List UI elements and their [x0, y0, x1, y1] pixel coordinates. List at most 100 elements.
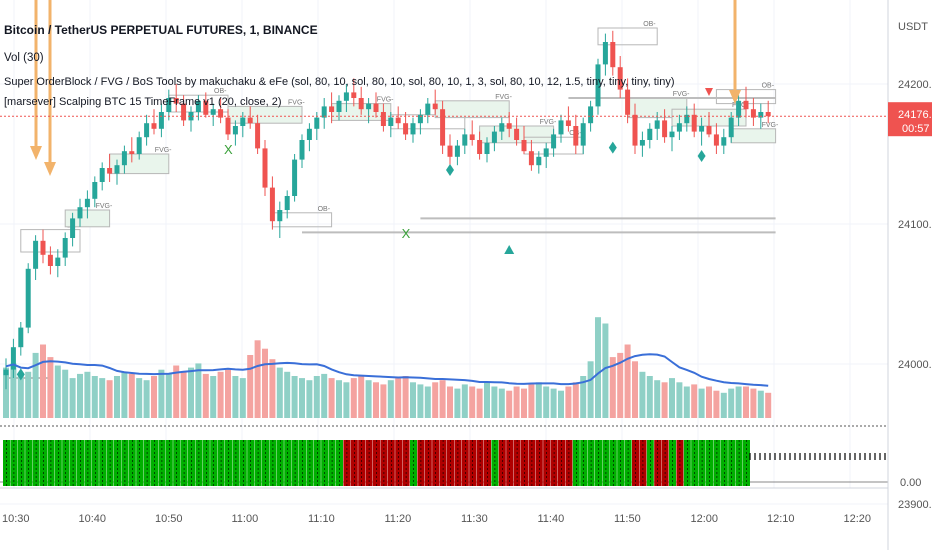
volume-bar — [498, 388, 505, 418]
time-axis[interactable]: 10:30 10:40 10:50 11:00 11:10 11:20 11:30 11:40… — [2, 513, 871, 525]
candle-body — [240, 117, 246, 126]
candle-body — [491, 131, 497, 143]
candle-body — [558, 120, 564, 135]
candle-body — [440, 109, 446, 146]
signal-bar — [173, 440, 181, 486]
signal-bar — [32, 440, 40, 486]
signal-bar — [121, 440, 129, 486]
volume-bar — [513, 386, 520, 418]
candle-body — [380, 112, 386, 126]
symbol-title[interactable]: Bitcoin / TetherUS PERPETUAL FUTURES, 1,… — [4, 23, 318, 37]
candle-body — [129, 151, 135, 154]
signal-bar — [580, 440, 588, 486]
signal-bar — [535, 440, 543, 486]
candle-body — [462, 134, 468, 146]
candle-body — [447, 145, 453, 157]
fvg-label: FVG- — [673, 91, 690, 98]
candle-body — [269, 187, 275, 222]
volume-bar — [402, 376, 409, 418]
signal-bar — [639, 440, 647, 486]
candle-body — [188, 112, 194, 121]
signal-bar — [402, 440, 410, 486]
candle-body — [721, 137, 727, 146]
volume-bar — [165, 373, 172, 418]
candle-body — [33, 240, 39, 269]
price-tick-label: 24000.0 — [898, 359, 932, 371]
candle-body — [358, 98, 364, 110]
signal-bar — [646, 440, 654, 486]
signal-bar — [476, 440, 484, 486]
candle-body — [684, 114, 690, 124]
signal-bar — [447, 440, 454, 486]
candle-body — [706, 126, 712, 135]
signal-bar — [498, 440, 506, 486]
candle-body — [99, 168, 105, 182]
volume-bar — [602, 323, 609, 418]
volume-bar — [484, 382, 490, 418]
fvg-label: FVG- — [377, 97, 394, 104]
volume-bar — [69, 378, 76, 418]
candle-body — [565, 120, 571, 126]
volume-bar — [432, 382, 439, 418]
signal-bar — [728, 440, 736, 486]
candle-body — [662, 120, 668, 138]
candle-body — [551, 134, 557, 149]
volume-bar — [676, 382, 683, 418]
signal-bar — [336, 440, 343, 486]
volume-bar — [654, 380, 661, 418]
volume-bar — [254, 340, 261, 418]
legend-indicator-orderblock[interactable]: Super OrderBlock / FVG / BoS Tools by ma… — [4, 76, 675, 88]
signal-bar — [299, 440, 306, 486]
signal-bar — [595, 440, 602, 486]
volume-bar — [447, 386, 453, 418]
signal-bar — [195, 440, 203, 486]
volume-bar — [728, 388, 735, 418]
candle-body — [255, 123, 261, 149]
signal-bar — [225, 440, 232, 486]
volume-bar — [151, 376, 157, 418]
candle-body — [314, 117, 320, 129]
signal-bar — [706, 440, 713, 486]
candle-body — [676, 123, 682, 132]
candle-body — [417, 114, 423, 124]
volume-bar — [535, 382, 542, 418]
signal-bar — [417, 440, 425, 486]
volume-bar — [595, 317, 601, 418]
signal-bar — [669, 440, 676, 486]
fvg-ob-boxes: OB-FVG-FVG-OB-FVG-OB-FVG-OB-FVG-FVG-OB-O… — [6, 21, 779, 379]
signal-bar — [558, 440, 565, 486]
signal-bar — [365, 440, 373, 486]
candle-body — [699, 126, 705, 132]
triangle-down-marker — [705, 88, 713, 96]
volume-bar — [17, 376, 24, 418]
volume-bar — [720, 392, 727, 418]
volume-bar — [365, 380, 372, 418]
signal-bar — [350, 440, 358, 486]
price-axis[interactable]: USDT 24200.0 24100.0 24000.0 23900.0 0.00 2417… — [887, 0, 932, 550]
legend-indicator-scalping[interactable]: [marsever] Scalping BTC 15 TimeFrame v1 … — [4, 96, 282, 108]
signal-bar — [506, 440, 514, 486]
volume-bar — [410, 382, 416, 418]
candle-body — [373, 103, 379, 112]
legend-volume[interactable]: Vol (30) — [4, 52, 44, 64]
candle-body — [691, 114, 697, 132]
volume-bar — [158, 369, 165, 418]
volume-bar — [646, 376, 653, 418]
candle-body — [514, 128, 520, 140]
signal-bar — [587, 440, 595, 486]
signal-bar — [683, 440, 691, 486]
fvg-label: FVG- — [96, 203, 113, 210]
volume-bar — [143, 380, 150, 418]
candle-body — [343, 92, 349, 101]
price-tick-label: 24100.0 — [898, 219, 932, 231]
signal-bar — [661, 440, 669, 486]
candle-body — [536, 156, 542, 166]
x-marker: X — [224, 142, 233, 157]
signal-bar — [3, 440, 10, 486]
diamond-marker — [697, 150, 706, 162]
signal-bar — [609, 440, 617, 486]
signal-bar — [239, 440, 247, 486]
volume-bar — [54, 365, 61, 418]
signal-bar — [91, 440, 99, 486]
signal-bar — [513, 440, 521, 486]
